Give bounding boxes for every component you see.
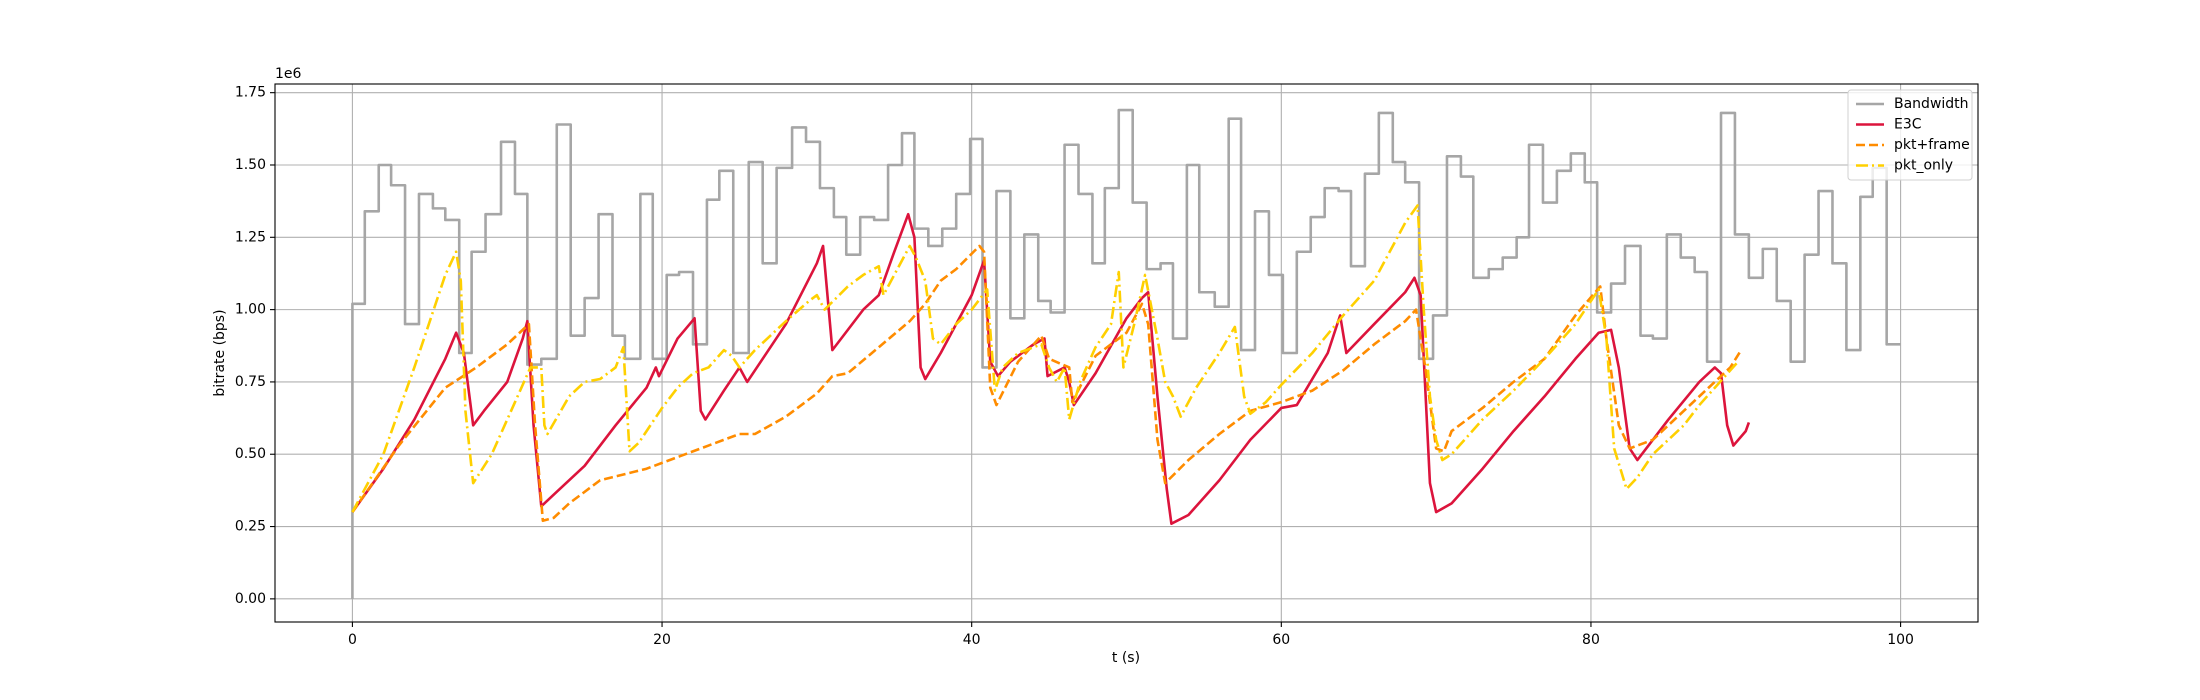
legend-box <box>1847 89 1973 181</box>
y-tick-label: 0.50 <box>235 446 266 462</box>
y-tick-label: 1.00 <box>235 302 266 318</box>
legend-label: E3C <box>1894 117 1922 133</box>
y-tick-label: 0.00 <box>235 591 266 607</box>
x-tick-label: 40 <box>963 632 981 648</box>
legend-label: pkt_only <box>1894 158 1953 174</box>
axes: 0 20 40 60 80 100 0.00 0.25 0.50 0.75 1.00 1.25 1.50… <box>235 85 1914 648</box>
plot-lines <box>351 108 1901 599</box>
x-tick-label: 80 <box>1582 632 1600 648</box>
series-line <box>351 204 1740 513</box>
y-tick-label: 0.75 <box>235 374 266 390</box>
legend: Bandwidth E3C pkt+frame pkt_only <box>1847 89 1973 181</box>
series-line <box>351 244 1743 523</box>
legend-label: Bandwidth <box>1894 96 1969 112</box>
y-tick-label: 1.50 <box>235 157 266 173</box>
plot-frame <box>274 83 1979 623</box>
y-offset-label: 1e6 <box>275 66 302 82</box>
series-line <box>351 108 1901 599</box>
y-tick-label: 1.75 <box>235 85 266 101</box>
grid <box>275 84 1978 622</box>
x-tick-label: 60 <box>1272 632 1290 648</box>
x-tick-label: 0 <box>348 632 357 648</box>
y-axis-label: bitrate (bps) <box>212 309 228 396</box>
y-tick-label: 1.25 <box>235 229 266 245</box>
legend-label: pkt+frame <box>1894 137 1970 153</box>
y-tick-label: 0.25 <box>235 519 266 535</box>
x-tick-label: 20 <box>653 632 671 648</box>
x-axis-label: t (s) <box>1112 650 1140 666</box>
x-tick-label: 100 <box>1887 632 1914 648</box>
